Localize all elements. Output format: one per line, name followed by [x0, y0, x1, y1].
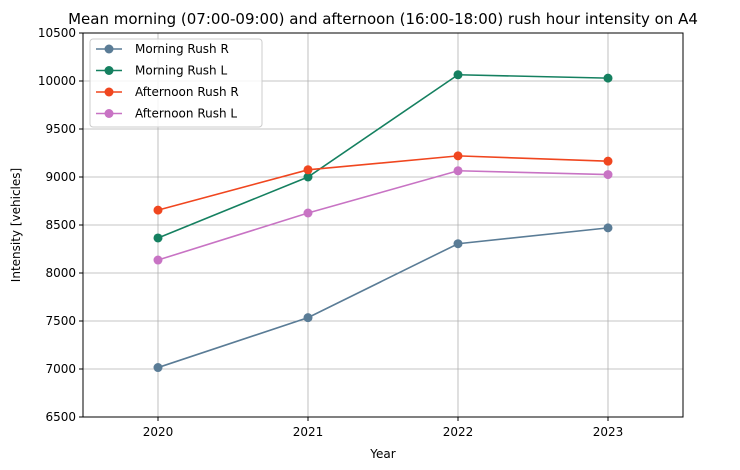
data-point: [303, 208, 313, 218]
data-point: [153, 205, 163, 215]
legend-entry: Afternoon Rush L: [96, 107, 237, 121]
legend-entry: Afternoon Rush R: [96, 85, 239, 99]
data-point: [603, 73, 613, 83]
data-point: [453, 239, 463, 249]
x-axis-label: Year: [369, 447, 395, 461]
legend-entry: Morning Rush R: [96, 42, 229, 56]
series-0: [153, 223, 613, 373]
legend-label: Afternoon Rush R: [135, 85, 239, 99]
data-point: [603, 223, 613, 233]
data-point: [153, 255, 163, 265]
data-point: [303, 165, 313, 175]
axis-ticks: 6500 7000 7500 8000 8500 9000 9500 10000 10500 20…: [38, 26, 623, 439]
y-tick-label: 6500: [45, 410, 76, 424]
legend-swatch-marker: [104, 44, 114, 54]
data-point: [153, 233, 163, 243]
y-axis-label: Intensity [vehicles]: [9, 168, 23, 282]
data-point: [303, 313, 313, 323]
legend-box: [89, 38, 263, 128]
data-point: [453, 151, 463, 161]
legend-swatch-marker: [104, 66, 114, 75]
legend-entry: Morning Rush L: [96, 64, 227, 78]
series-1: [153, 70, 613, 243]
plot-area-frame: [82, 32, 684, 418]
y-tick-label: 7000: [45, 362, 76, 376]
x-tick-label: 2022: [443, 425, 474, 439]
series-lines: [153, 70, 613, 373]
y-tick-label: 9500: [45, 122, 76, 136]
series-line: [157, 73, 609, 239]
legend-label: Afternoon Rush L: [135, 107, 237, 121]
legend-label: Morning Rush L: [135, 64, 227, 78]
x-tick-label: 2021: [293, 425, 324, 439]
y-tick-label: 10500: [38, 26, 76, 40]
series-3: [153, 166, 613, 265]
chart-title: Mean morning (07:00-09:00) and afternoon…: [68, 10, 698, 28]
data-point: [453, 166, 463, 176]
legend: Morning Rush R Morning Rush L Afternoon Ru…: [89, 38, 263, 128]
legend-swatch-marker: [104, 109, 114, 118]
data-point: [153, 363, 163, 373]
data-point: [603, 170, 613, 180]
y-tick-label: 10000: [38, 74, 76, 88]
data-point: [303, 172, 313, 182]
y-tick-label: 8000: [45, 266, 76, 280]
x-tick-label: 2020: [143, 425, 174, 439]
y-tick-label: 8500: [45, 218, 76, 232]
series-2: [153, 151, 613, 215]
y-tick-label: 9000: [45, 170, 76, 184]
series-line: [157, 155, 609, 211]
data-point: [453, 70, 463, 80]
series-line: [157, 169, 609, 261]
series-line: [157, 227, 609, 369]
x-tick-label: 2023: [593, 425, 624, 439]
legend-label: Morning Rush R: [135, 42, 229, 56]
legend-swatch-marker: [104, 87, 114, 97]
data-point: [603, 156, 613, 166]
y-tick-label: 7500: [45, 314, 76, 328]
